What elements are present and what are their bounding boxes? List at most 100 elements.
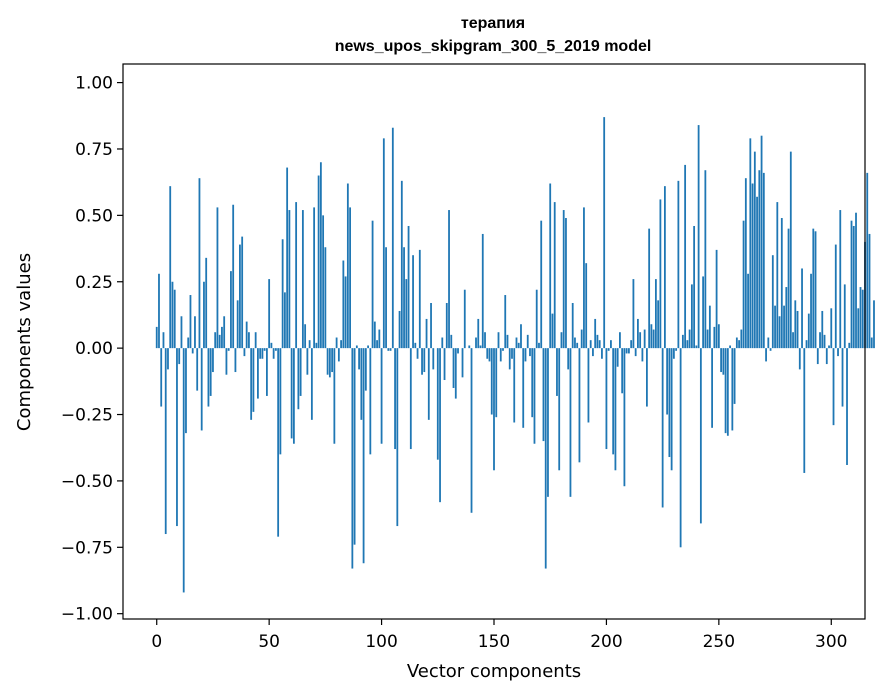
bar — [421, 348, 423, 375]
x-tick-label: 300 — [815, 632, 847, 652]
bar — [281, 239, 284, 349]
bar — [654, 279, 657, 349]
bar — [502, 348, 504, 351]
y-tick-label: −0.25 — [61, 406, 113, 426]
bar — [227, 348, 230, 351]
bar — [481, 233, 484, 349]
bar — [376, 340, 378, 349]
bar — [178, 348, 181, 365]
bar — [843, 284, 846, 349]
bar — [544, 348, 547, 569]
bar — [283, 292, 286, 349]
bar — [275, 348, 277, 351]
bar — [448, 210, 450, 349]
bar — [547, 348, 549, 497]
bar — [794, 300, 797, 349]
bar — [493, 348, 495, 471]
bar — [848, 342, 851, 349]
bar — [232, 204, 235, 349]
bar — [439, 348, 441, 503]
bar — [787, 228, 790, 349]
bar — [774, 305, 776, 349]
bar — [565, 218, 567, 349]
bar — [234, 348, 237, 373]
bar — [342, 260, 345, 349]
bar — [616, 348, 619, 367]
bar — [708, 305, 711, 349]
x-tick-label: 100 — [365, 632, 397, 652]
bar — [517, 342, 520, 349]
bar — [711, 348, 713, 428]
bar — [828, 345, 830, 349]
bar — [726, 348, 729, 436]
bar — [214, 332, 217, 349]
bar — [522, 348, 525, 428]
bar — [587, 348, 590, 423]
bar — [304, 324, 307, 349]
bar — [641, 348, 644, 362]
bar — [324, 247, 327, 349]
bar — [702, 276, 705, 349]
bar — [427, 348, 430, 420]
bar — [733, 348, 736, 404]
bar — [407, 225, 410, 349]
bar — [868, 233, 871, 349]
bar — [382, 138, 385, 349]
bar — [212, 348, 214, 373]
bar — [679, 348, 682, 548]
bar — [735, 337, 738, 349]
x-tick-label: 150 — [478, 632, 510, 652]
bar — [425, 318, 428, 349]
bar — [846, 348, 848, 465]
bar — [344, 276, 347, 349]
bar — [290, 348, 293, 439]
bar — [560, 332, 563, 349]
bar — [409, 348, 412, 450]
bar — [430, 303, 432, 349]
bar — [266, 348, 268, 396]
bar — [328, 348, 331, 378]
bar — [389, 348, 392, 351]
bar — [803, 348, 806, 473]
bar — [558, 348, 561, 471]
bar — [699, 348, 702, 524]
bar — [634, 348, 637, 357]
bar — [418, 249, 421, 349]
bar — [643, 329, 646, 349]
y-tick-label: 0.75 — [75, 140, 113, 160]
bar — [830, 308, 833, 349]
bar — [704, 170, 707, 349]
bar — [823, 334, 826, 349]
bar — [310, 348, 313, 420]
bar — [684, 164, 687, 349]
bar — [353, 348, 356, 545]
bar — [250, 348, 253, 420]
bar — [859, 287, 862, 349]
bar — [646, 348, 648, 407]
bar — [789, 151, 792, 349]
bar — [270, 342, 273, 349]
bar — [412, 255, 414, 349]
bar — [652, 329, 655, 349]
bar — [400, 180, 403, 349]
bar — [861, 289, 864, 349]
bar — [668, 348, 671, 458]
bar — [776, 202, 779, 349]
bar — [301, 210, 304, 349]
bar — [625, 348, 628, 354]
bar — [798, 348, 801, 370]
chart-title: терапия — [461, 15, 525, 32]
bar — [819, 332, 821, 349]
bar — [749, 138, 752, 349]
bar — [221, 326, 223, 349]
bar — [596, 334, 599, 349]
bar — [292, 348, 295, 444]
bar — [760, 135, 763, 349]
bar — [475, 337, 477, 349]
bar — [585, 263, 588, 349]
x-axis: 0 50 100 150 200 250 300 — [151, 619, 847, 652]
bar — [423, 348, 426, 373]
bar — [387, 348, 390, 351]
bar — [333, 348, 336, 444]
bar — [457, 348, 459, 354]
